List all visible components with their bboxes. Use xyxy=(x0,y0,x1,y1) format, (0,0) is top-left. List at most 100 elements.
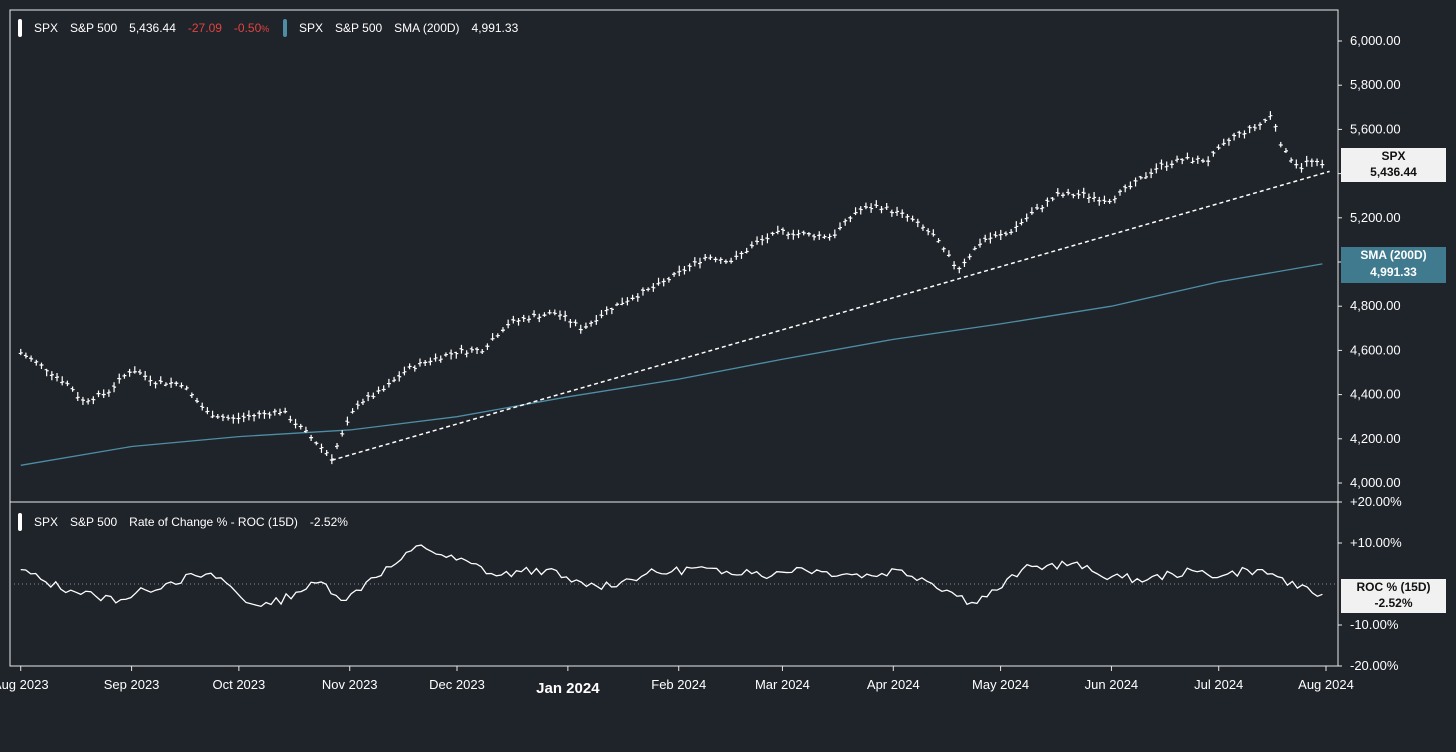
price-bar xyxy=(231,414,236,424)
price-bar xyxy=(682,265,687,275)
price-bar xyxy=(1035,203,1040,210)
price-bar xyxy=(936,238,941,243)
price-bar xyxy=(454,351,459,359)
price-bar xyxy=(70,386,75,392)
price-bar xyxy=(1180,158,1185,165)
price-bar xyxy=(1206,156,1211,167)
price-bar xyxy=(801,230,806,236)
price-bar xyxy=(661,278,666,287)
roc-legend: SPX S&P 500 Rate of Change % - ROC (15D)… xyxy=(12,511,358,533)
price-bar xyxy=(226,414,231,421)
price-bar xyxy=(1299,163,1304,173)
price-bar xyxy=(1289,157,1294,164)
price-bar xyxy=(1195,155,1200,164)
price-bar xyxy=(521,314,526,323)
roc-tag-label: ROC % (15D) xyxy=(1356,580,1431,594)
price-bar xyxy=(677,265,682,277)
price-bar xyxy=(1283,147,1288,154)
price-bar xyxy=(708,254,713,261)
sma-tag-label: SMA (200D) xyxy=(1360,248,1427,262)
price-bar xyxy=(952,261,957,270)
price-bar xyxy=(283,407,288,414)
price-y-tick-label: 5,800.00 xyxy=(1350,77,1401,92)
price-bar xyxy=(469,346,474,353)
price-bar xyxy=(806,232,811,237)
price-bar xyxy=(625,297,630,306)
price-bar xyxy=(314,441,319,446)
price-bar xyxy=(386,378,391,388)
price-bar xyxy=(796,229,801,239)
price-bar xyxy=(407,363,412,370)
price-bar xyxy=(127,368,132,377)
price-bar xyxy=(267,411,272,419)
price-bar xyxy=(729,257,734,264)
sma-legend-symbol: SPX xyxy=(299,21,324,35)
price-bar xyxy=(428,357,433,366)
price-bar xyxy=(112,382,117,393)
price-bar xyxy=(1159,159,1164,170)
price-bar xyxy=(718,257,723,264)
price-bar xyxy=(703,253,708,261)
price-bar xyxy=(23,352,28,359)
sma-legend-name: S&P 500 xyxy=(335,21,383,35)
price-bar xyxy=(174,381,179,387)
price-legend-change: -27.09 xyxy=(187,21,222,35)
price-bar xyxy=(1211,150,1216,157)
price-bar xyxy=(475,347,480,354)
price-bar xyxy=(869,203,874,213)
price-bar xyxy=(656,277,661,286)
price-bar xyxy=(163,382,168,387)
price-bar xyxy=(853,207,858,216)
price-bar xyxy=(366,391,371,402)
price-bar xyxy=(506,319,511,329)
price-bar xyxy=(666,276,671,283)
price-bar xyxy=(184,385,189,391)
price-bar xyxy=(967,253,972,260)
price-bar xyxy=(480,348,485,354)
price-bar xyxy=(148,375,153,386)
x-tick-label: May 2024 xyxy=(972,677,1029,692)
price-last-value-tag: SPX 5,436.44 xyxy=(1341,148,1446,182)
price-bar xyxy=(537,313,542,323)
price-bar xyxy=(511,315,516,324)
price-bar xyxy=(1014,221,1019,233)
price-bar xyxy=(335,443,340,450)
price-bar xyxy=(765,233,770,244)
price-bar xyxy=(946,250,951,258)
price-bar xyxy=(215,413,220,419)
price-bar xyxy=(615,302,620,307)
price-bar xyxy=(972,246,977,251)
price-bar xyxy=(464,350,469,358)
price-bar xyxy=(791,229,796,240)
price-bar xyxy=(459,344,464,354)
price-bar xyxy=(594,314,599,325)
price-bar xyxy=(1294,159,1299,169)
price-bar xyxy=(101,389,106,399)
price-bar xyxy=(324,450,329,457)
price-bar xyxy=(179,382,184,389)
price-bar xyxy=(1024,213,1029,222)
price-bar xyxy=(941,246,946,253)
price-bar xyxy=(988,232,993,244)
price-bar xyxy=(44,368,49,377)
price-bar xyxy=(760,235,765,246)
support-trendline xyxy=(331,170,1330,461)
price-bar xyxy=(1315,158,1320,167)
price-legend-swatch xyxy=(18,19,22,37)
price-bar xyxy=(651,283,656,292)
price-bar xyxy=(293,418,298,429)
price-bar xyxy=(86,398,91,405)
price-bar xyxy=(1268,111,1273,120)
price-bar xyxy=(542,312,547,317)
price-bar xyxy=(744,247,749,254)
x-tick-label: Mar 2024 xyxy=(755,677,810,692)
price-bar xyxy=(734,250,739,260)
roc-last-value-tag: ROC % (15D) -2.52% xyxy=(1341,579,1446,613)
roc-y-tick-label: +10.00% xyxy=(1350,535,1402,550)
price-bar xyxy=(1320,159,1325,169)
sma-line xyxy=(20,263,1323,466)
price-bar xyxy=(1029,207,1034,215)
price-bar xyxy=(739,251,744,259)
roc-y-tick-label: +20.00% xyxy=(1350,494,1402,509)
price-legend-change-pct: -0.50% xyxy=(233,21,270,35)
